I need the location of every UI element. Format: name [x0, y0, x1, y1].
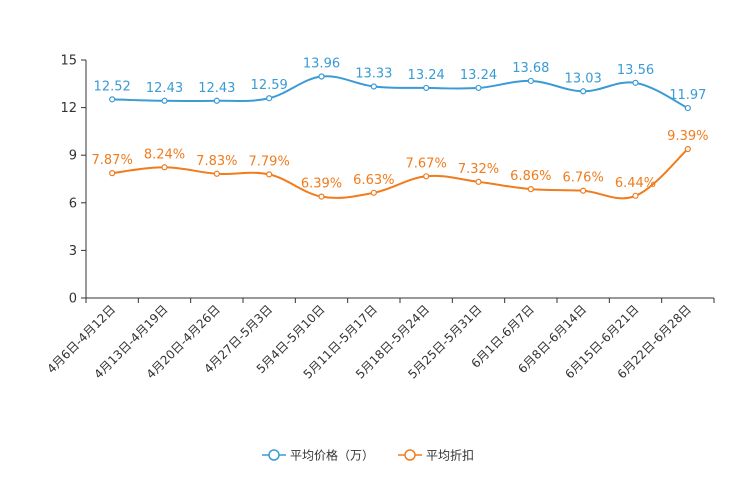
data-point-discount[interactable] [109, 170, 116, 177]
legend-label: 平均折扣 [426, 448, 474, 463]
data-point-price[interactable] [213, 97, 220, 104]
data-label-discount: 9.39% [667, 129, 708, 144]
data-label-price: 13.24 [460, 68, 497, 83]
series-line-discount [112, 148, 689, 200]
data-point-discount[interactable] [213, 170, 220, 177]
data-label-discount: 6.63% [353, 173, 394, 188]
data-label-discount: 7.83% [196, 154, 237, 169]
axes: 036912154月6日-4月12日4月13日-4月19日4月20日-4月26日… [44, 54, 715, 382]
data-label-price: 11.97 [669, 88, 706, 103]
data-label-price: 13.24 [408, 68, 445, 83]
data-point-discount[interactable] [318, 193, 325, 200]
y-tick-label: 0 [69, 292, 77, 307]
data-point-price[interactable] [580, 88, 587, 95]
data-label-discount: 6.44% [615, 176, 656, 191]
data-point-price[interactable] [161, 97, 168, 104]
data-point-price[interactable] [475, 84, 482, 92]
data-labels: 12.52 12.43 12.43 12.59 13.96 13.33 13.24 13.24… [92, 57, 709, 192]
y-tick-label: 15 [60, 54, 77, 69]
data-label-discount: 7.67% [406, 156, 447, 171]
data-label-discount: 6.39% [301, 177, 342, 192]
data-point-discount[interactable] [475, 178, 482, 185]
y-tick-label: 3 [69, 244, 77, 259]
data-point-price[interactable] [318, 73, 325, 80]
data-point-price[interactable] [109, 96, 116, 103]
data-point-discount[interactable] [580, 187, 587, 194]
series-lines [109, 73, 691, 200]
y-tick-label: 6 [69, 196, 77, 211]
data-point-discount[interactable] [161, 164, 168, 171]
data-point-discount[interactable] [423, 173, 430, 180]
legend-marker-icon [404, 449, 416, 461]
data-point-discount[interactable] [527, 186, 534, 193]
data-label-discount: 7.79% [249, 154, 290, 169]
data-label-price: 13.33 [355, 66, 392, 81]
data-label-discount: 7.87% [92, 153, 133, 168]
data-point-price[interactable] [527, 77, 534, 85]
data-label-discount: 6.86% [510, 169, 551, 184]
data-point-price[interactable] [423, 84, 430, 92]
legend-marker-icon [268, 449, 280, 461]
data-label-price: 12.52 [94, 79, 131, 94]
data-label-price: 12.59 [251, 78, 288, 93]
data-point-discount[interactable] [632, 192, 639, 199]
data-label-price: 12.43 [146, 81, 183, 96]
data-label-price: 13.56 [617, 63, 654, 78]
data-label-discount: 6.76% [563, 171, 604, 186]
legend-item-price[interactable]: 平均价格（万） [262, 448, 374, 463]
data-label-price: 12.43 [198, 81, 235, 96]
y-tick-label: 9 [69, 149, 77, 164]
data-point-price[interactable] [632, 79, 639, 86]
data-label-price: 13.68 [512, 61, 549, 76]
series-line-price [112, 75, 689, 109]
data-label-price: 13.03 [565, 71, 602, 86]
data-point-discount[interactable] [684, 145, 691, 153]
data-point-price[interactable] [370, 83, 377, 90]
legend[interactable]: 平均价格（万） 平均折扣 [262, 448, 474, 463]
data-label-price: 13.96 [303, 57, 340, 72]
y-tick-label: 12 [60, 101, 77, 116]
data-point-discount[interactable] [266, 171, 273, 178]
data-point-price[interactable] [684, 104, 691, 112]
data-point-price[interactable] [266, 95, 273, 102]
data-point-discount[interactable] [370, 189, 377, 196]
legend-item-discount[interactable]: 平均折扣 [398, 448, 474, 463]
legend-label: 平均价格（万） [290, 448, 374, 463]
data-label-discount: 7.32% [458, 162, 499, 177]
data-label-discount: 8.24% [144, 147, 185, 162]
